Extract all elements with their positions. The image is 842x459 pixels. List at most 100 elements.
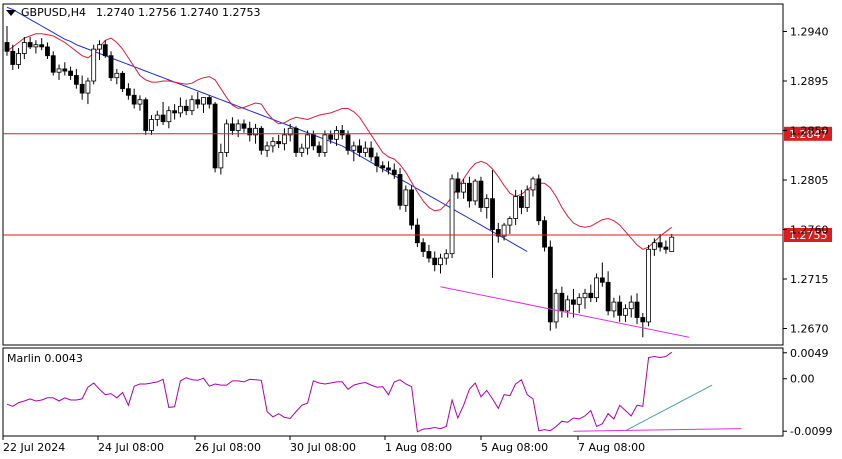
candle-body xyxy=(33,44,39,48)
candle-body xyxy=(594,277,599,299)
candle-body xyxy=(316,145,322,153)
candle-body xyxy=(85,80,91,94)
candle xyxy=(345,130,351,155)
candle-body xyxy=(536,178,542,222)
price-tick-label: 1.2670 xyxy=(790,323,829,336)
candle xyxy=(224,119,230,157)
price-trend-line xyxy=(440,286,690,338)
candle-body xyxy=(646,248,651,323)
candle-body xyxy=(45,46,50,57)
candle xyxy=(68,66,73,80)
candle xyxy=(657,233,663,252)
candle-body xyxy=(282,134,287,145)
candle xyxy=(125,83,131,100)
candle xyxy=(588,284,594,303)
candle xyxy=(195,92,201,109)
indicator-tick-label: 0.0049 xyxy=(790,347,829,360)
candle xyxy=(391,163,397,179)
candle-body xyxy=(166,110,172,123)
candle-body xyxy=(224,123,230,153)
candle xyxy=(663,240,669,254)
candle-body xyxy=(287,127,293,136)
candle xyxy=(374,152,380,173)
candle xyxy=(235,119,241,138)
candle-body xyxy=(651,242,657,250)
candle xyxy=(172,104,178,120)
candle-body xyxy=(374,156,380,167)
indicator-trend-line-lower xyxy=(573,428,742,432)
candle-body xyxy=(27,42,33,48)
candle xyxy=(351,141,357,162)
slow-moving-average-line xyxy=(6,6,528,252)
time-tick-label: 24 Jul 08:00 xyxy=(98,441,164,454)
candle-body xyxy=(582,292,588,299)
candle xyxy=(634,293,640,325)
candle-body xyxy=(120,72,125,90)
candle xyxy=(582,288,588,309)
candle xyxy=(177,97,183,118)
candle xyxy=(432,251,438,272)
candle-body xyxy=(241,123,247,129)
time-tick-label: 30 Jul 08:00 xyxy=(290,441,356,454)
candle xyxy=(380,161,386,173)
candle-body xyxy=(97,44,102,50)
candle xyxy=(628,295,634,318)
symbol-dropdown-icon[interactable] xyxy=(6,10,16,16)
candle xyxy=(403,185,409,212)
candle xyxy=(466,176,472,208)
candle xyxy=(368,141,374,162)
time-tick-label: 26 Jul 08:00 xyxy=(195,441,261,454)
candle xyxy=(62,62,68,76)
candle xyxy=(594,273,599,303)
candle xyxy=(91,44,97,85)
candle xyxy=(241,119,247,133)
candle-body xyxy=(443,253,449,259)
candle xyxy=(571,288,576,318)
candle-body xyxy=(386,167,391,171)
candle-body xyxy=(247,127,253,136)
candle-body xyxy=(397,174,403,206)
candle xyxy=(16,48,21,69)
candle-body xyxy=(657,242,663,248)
candle xyxy=(438,253,443,274)
price-tick-label: 1.2895 xyxy=(790,75,829,88)
candle xyxy=(293,126,299,157)
candle xyxy=(501,222,507,241)
indicator-label: Marlin 0.0043 xyxy=(7,352,83,365)
candle-body xyxy=(478,180,484,208)
candle xyxy=(114,68,120,85)
indicator-tick-label: -0.0099 xyxy=(790,425,832,438)
candle xyxy=(4,26,10,56)
candle-body xyxy=(270,141,276,147)
candle-body xyxy=(605,281,611,312)
time-tick-label: 7 Aug 08:00 xyxy=(578,441,645,454)
candle-body xyxy=(177,105,183,114)
candle xyxy=(646,244,651,327)
candle xyxy=(73,68,79,89)
candle xyxy=(484,194,490,219)
candle-body xyxy=(79,83,85,94)
candle-body xyxy=(230,123,235,131)
candle-body xyxy=(623,308,628,316)
candle-body xyxy=(611,301,617,312)
candle-body xyxy=(599,277,605,283)
candle xyxy=(409,185,415,230)
candle xyxy=(183,99,189,116)
candle-body xyxy=(305,134,310,149)
time-tick-label: 5 Aug 08:00 xyxy=(481,441,548,454)
candle xyxy=(449,174,455,259)
candle xyxy=(414,218,420,248)
candle-body xyxy=(426,251,432,259)
candle xyxy=(287,123,293,142)
candle xyxy=(120,71,125,92)
price-level-label: 1.2755 xyxy=(789,229,828,242)
candle-body xyxy=(438,257,443,266)
candle-body xyxy=(201,97,206,105)
candle xyxy=(386,161,391,175)
candle-body xyxy=(490,198,495,230)
candle xyxy=(79,75,85,100)
candle xyxy=(212,101,218,173)
candle xyxy=(357,139,362,157)
candle-body xyxy=(108,55,114,79)
candle xyxy=(443,249,449,265)
